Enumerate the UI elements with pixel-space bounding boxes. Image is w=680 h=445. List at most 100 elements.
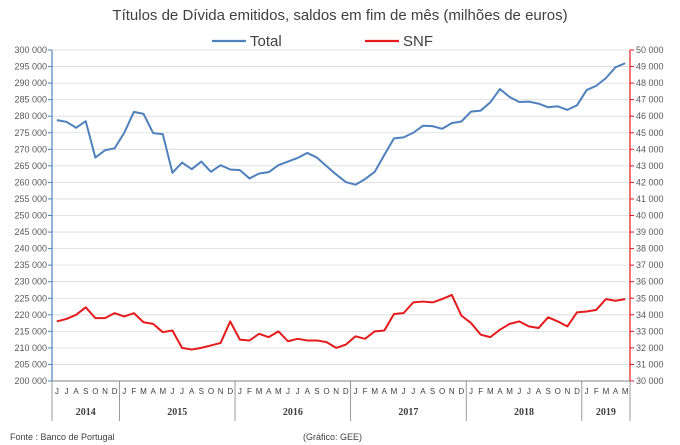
left-tick-label: 215 000 (14, 326, 47, 336)
month-label: D (112, 387, 118, 396)
credit-note: (Gráfico: GEE) (303, 432, 362, 442)
right-tick-label: 49 000 (636, 62, 664, 72)
left-tick-label: 210 000 (14, 343, 47, 353)
year-label: 2016 (283, 407, 303, 418)
month-label: A (73, 387, 79, 396)
month-label: F (478, 387, 483, 396)
month-label: S (430, 387, 435, 396)
month-label: N (218, 387, 224, 396)
month-label: M (371, 387, 378, 396)
month-label: J (585, 387, 589, 396)
left-tick-label: 295 000 (14, 62, 47, 72)
month-label: M (256, 387, 263, 396)
month-label: M (391, 387, 398, 396)
right-tick-label: 50 000 (636, 45, 664, 55)
left-tick-label: 275 000 (14, 128, 47, 138)
right-tick-label: 43 000 (636, 161, 664, 171)
month-label: O (92, 387, 98, 396)
right-tick-label: 33 000 (636, 326, 664, 336)
right-tick-label: 42 000 (636, 177, 664, 187)
month-label: A (536, 387, 542, 396)
left-tick-label: 245 000 (14, 227, 47, 237)
chart-title: Títulos de Dívida emitidos, saldos em fi… (112, 7, 567, 24)
right-tick-label: 45 000 (636, 128, 664, 138)
month-label: M (275, 387, 282, 396)
month-label: J (180, 387, 184, 396)
left-tick-label: 235 000 (14, 260, 47, 270)
left-tick-label: 280 000 (14, 111, 47, 121)
month-label: D (343, 387, 349, 396)
month-label: J (170, 387, 174, 396)
legend-snf-label: SNF (403, 33, 433, 50)
month-label: M (506, 387, 513, 396)
month-label: O (208, 387, 214, 396)
month-label: J (296, 387, 300, 396)
month-label: N (564, 387, 570, 396)
left-tick-label: 200 000 (14, 376, 47, 386)
left-tick-label: 260 000 (14, 177, 47, 187)
month-label: J (527, 387, 531, 396)
month-label: F (247, 387, 252, 396)
month-label: F (131, 387, 136, 396)
month-label: A (613, 387, 619, 396)
right-tick-label: 48 000 (636, 78, 664, 88)
left-tick-label: 255 000 (14, 194, 47, 204)
left-tick-label: 250 000 (14, 211, 47, 221)
right-tick-label: 39 000 (636, 227, 664, 237)
month-label: N (449, 387, 455, 396)
series-line-snf (56, 293, 626, 351)
right-tick-label: 35 000 (636, 293, 664, 303)
series-layer (56, 62, 626, 351)
month-label: J (64, 387, 68, 396)
month-label: S (83, 387, 88, 396)
right-tick-label: 34 000 (636, 310, 664, 320)
left-tick-label: 300 000 (14, 45, 47, 55)
month-label: M (603, 387, 610, 396)
month-label: A (305, 387, 311, 396)
month-label: O (323, 387, 329, 396)
year-label: 2018 (514, 407, 534, 418)
month-label: O (555, 387, 561, 396)
month-label: A (266, 387, 272, 396)
gridlines (52, 49, 630, 365)
month-label: A (497, 387, 503, 396)
month-label: O (439, 387, 445, 396)
month-label: N (102, 387, 108, 396)
left-tick-label: 265 000 (14, 161, 47, 171)
right-tick-label: 31 000 (636, 359, 664, 369)
right-axis-ticks: 30 000 31 000 32 000 33 000 34 000 35 000 36 0… (630, 45, 664, 386)
month-label: A (420, 387, 426, 396)
right-tick-label: 37 000 (636, 260, 664, 270)
month-label: J (286, 387, 290, 396)
month-label: J (469, 387, 473, 396)
left-tick-label: 285 000 (14, 95, 47, 105)
month-label: J (353, 387, 357, 396)
month-label: F (363, 387, 368, 396)
month-label: S (314, 387, 319, 396)
left-tick-label: 290 000 (14, 78, 47, 88)
year-label: 2014 (76, 407, 96, 418)
left-tick-label: 230 000 (14, 277, 47, 287)
month-label: S (545, 387, 550, 396)
month-label: S (199, 387, 204, 396)
month-label: M (159, 387, 166, 396)
month-label: M (487, 387, 494, 396)
month-label: A (150, 387, 156, 396)
year-label: 2017 (398, 407, 418, 418)
year-label: 2019 (596, 407, 616, 418)
right-tick-label: 30 000 (636, 376, 664, 386)
source-note: Fonte : Banco de Portugal (10, 432, 115, 442)
right-tick-label: 41 000 (636, 194, 664, 204)
month-label: F (594, 387, 599, 396)
right-tick-label: 38 000 (636, 244, 664, 254)
month-label: J (517, 387, 521, 396)
right-tick-label: 47 000 (636, 95, 664, 105)
month-label: J (238, 387, 242, 396)
right-tick-label: 46 000 (636, 111, 664, 121)
legend: Total SNF (212, 33, 433, 50)
year-label: 2015 (167, 407, 187, 418)
left-tick-label: 240 000 (14, 244, 47, 254)
month-label: D (574, 387, 580, 396)
month-label: M (140, 387, 147, 396)
